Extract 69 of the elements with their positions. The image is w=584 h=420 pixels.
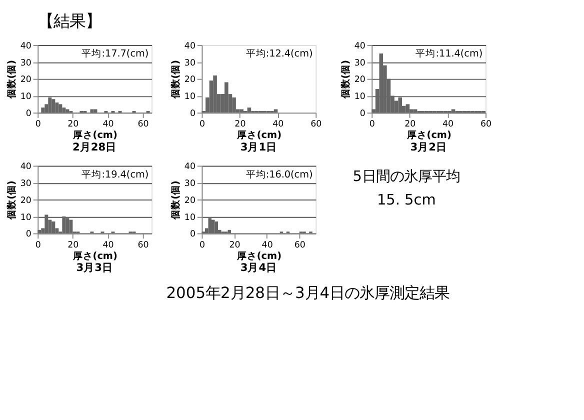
- x-tick-label: 0: [199, 240, 205, 250]
- text: 3月3日: [76, 260, 113, 274]
- x-tick-label: 60: [294, 240, 306, 250]
- y-tick-label: 10: [354, 92, 366, 102]
- x-tick-label: 0: [199, 120, 205, 130]
- x-tick-label: 20: [229, 240, 240, 250]
- y-tick-label: 20: [354, 75, 366, 86]
- x-axis-title: 厚さ(cm): [406, 130, 452, 142]
- text: 3月1日: [240, 140, 278, 154]
- text: 3月4日: [240, 260, 278, 274]
- y-tick-label: 40: [20, 162, 32, 172]
- text: 3月2日: [410, 140, 447, 154]
- x-tick-label: 60: [138, 120, 149, 130]
- y-tick-label: 20: [184, 75, 196, 86]
- x-tick-label: 0: [35, 240, 41, 250]
- y-axis-title: 個数(個): [6, 180, 18, 220]
- x-tick-label: 40: [102, 120, 114, 130]
- annotation: 平均:11.4(cm): [416, 48, 483, 60]
- x-tick-label: 20: [404, 120, 416, 130]
- x-tick-label: 20: [68, 120, 79, 130]
- y-tick-label: 10: [184, 212, 196, 223]
- annotation: 平均:16.0(cm): [246, 168, 313, 180]
- y-axis-title: 個数(個): [170, 180, 182, 220]
- x-axis-title: 厚さ(cm): [236, 130, 282, 142]
- x-tick-label: 0: [35, 120, 41, 130]
- y-tick-label: 30: [354, 58, 366, 68]
- y-tick-label: 30: [184, 178, 196, 189]
- x-tick-label: 40: [442, 120, 454, 130]
- y-tick-label: 20: [184, 196, 196, 206]
- y-tick-label: 40: [184, 162, 196, 172]
- y-tick-label: 20: [20, 196, 32, 206]
- y-tick-label: 30: [20, 58, 32, 68]
- y-axis-title: 個数(個): [6, 60, 18, 100]
- x-axis-title: 厚さ(cm): [72, 130, 118, 142]
- text: 【結果】: [38, 12, 102, 31]
- x-tick-label: 40: [262, 240, 273, 250]
- text: 5日間の氷厚平均: [352, 169, 460, 186]
- y-tick-label: 40: [354, 41, 366, 52]
- x-axis-title: 厚さ(cm): [72, 250, 118, 262]
- y-tick-label: 40: [184, 41, 196, 52]
- x-tick-label: 60: [310, 120, 322, 130]
- y-tick-label: 0: [190, 109, 196, 120]
- text: 2005年2月28日～3月4日の氷厚測定結果: [166, 284, 450, 302]
- y-tick-label: 40: [20, 41, 32, 52]
- y-tick-label: 0: [360, 109, 366, 120]
- x-tick-label: 20: [234, 120, 246, 130]
- x-tick-label: 20: [68, 240, 79, 250]
- y-axis-title: 個数(個): [340, 60, 352, 100]
- text: 2月28日: [72, 140, 117, 154]
- y-tick-label: 30: [184, 58, 196, 68]
- y-tick-label: 10: [20, 212, 32, 223]
- x-tick-label: 60: [138, 240, 149, 250]
- y-tick-label: 0: [190, 230, 196, 240]
- y-tick-label: 20: [20, 75, 32, 86]
- x-axis-title: 厚さ(cm): [236, 250, 282, 262]
- y-tick-label: 0: [26, 109, 32, 120]
- annotation: 平均:19.4(cm): [82, 168, 149, 180]
- annotation: 平均:17.7(cm): [82, 48, 149, 60]
- x-tick-label: 40: [102, 240, 114, 250]
- y-tick-label: 0: [26, 230, 32, 240]
- y-tick-label: 10: [20, 92, 32, 102]
- annotation: 平均:12.4(cm): [246, 48, 313, 60]
- y-tick-label: 10: [184, 92, 196, 102]
- x-tick-label: 60: [480, 120, 492, 130]
- y-tick-label: 30: [20, 178, 32, 189]
- y-axis-title: 個数(個): [170, 60, 182, 100]
- text: 15. 5cm: [376, 192, 436, 208]
- x-tick-label: 40: [272, 120, 284, 130]
- x-tick-label: 0: [369, 120, 375, 130]
